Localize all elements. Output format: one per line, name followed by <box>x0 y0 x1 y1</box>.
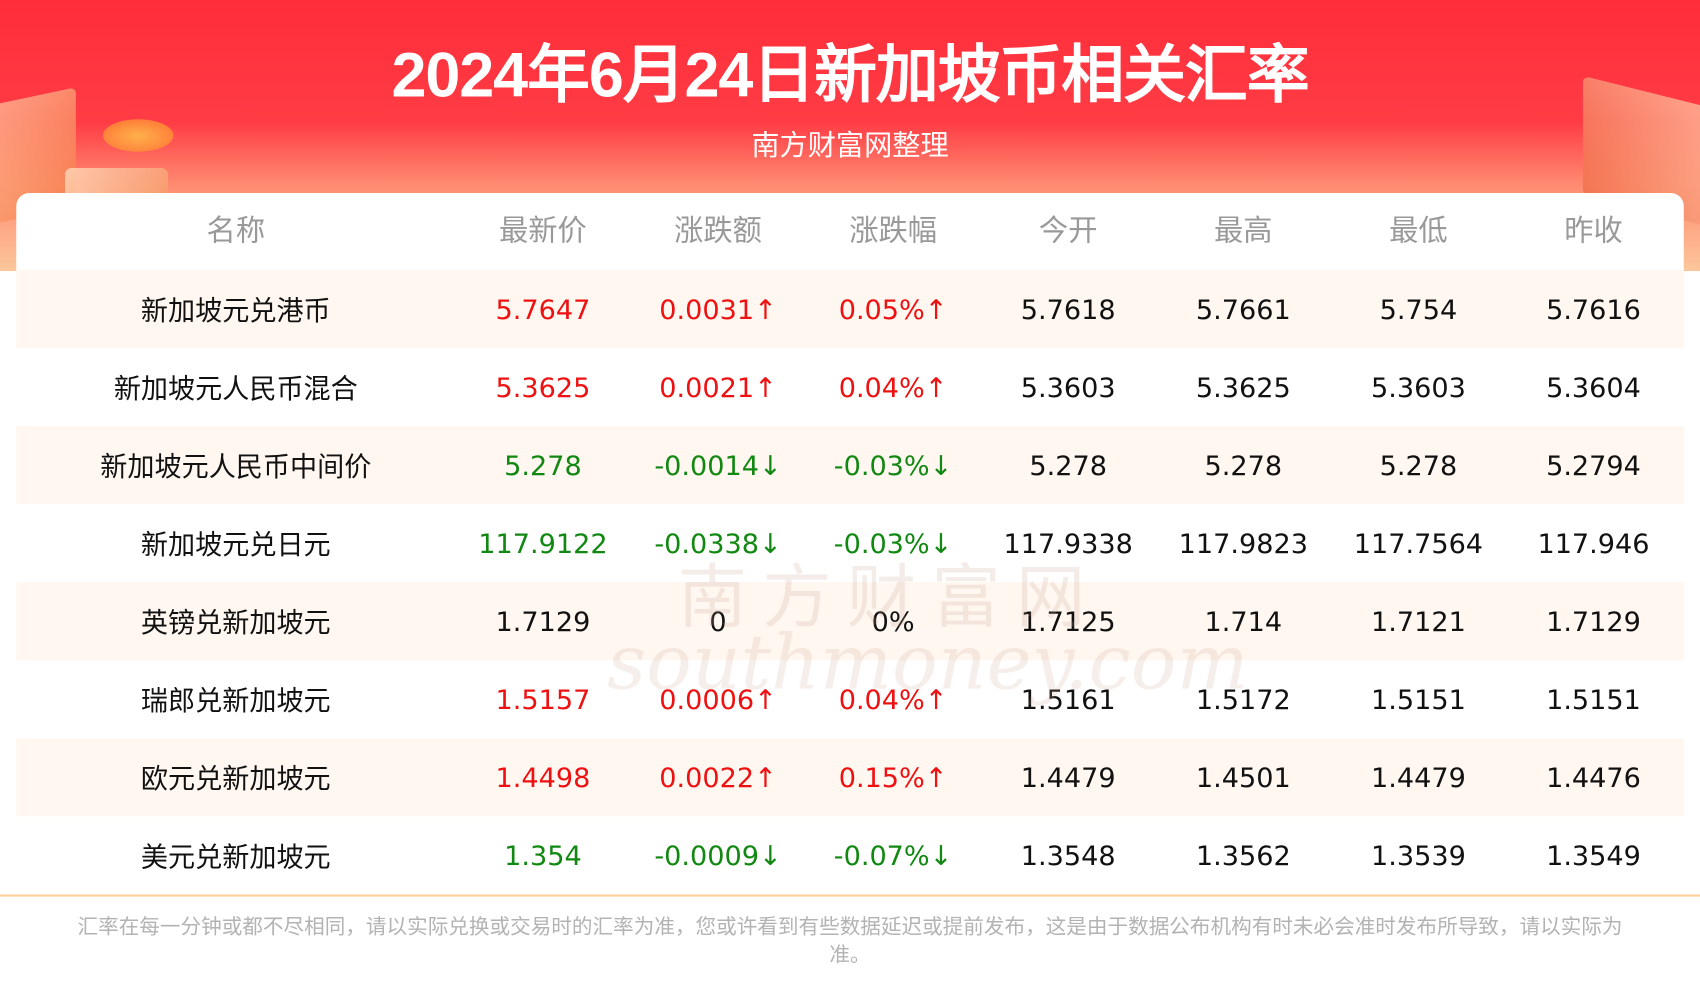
cell-low: 5.754 <box>1379 293 1458 325</box>
cell-change: 0.0022↑ <box>659 761 777 794</box>
cell-prev-close: 1.7129 <box>1546 605 1641 637</box>
cell-change: -0.0014↓ <box>654 449 782 481</box>
col-header-low: 最低 <box>1389 214 1448 248</box>
cell-name: 美元兑新加坡元 <box>140 841 331 873</box>
cell-name: 英镑兑新加坡元 <box>140 607 331 639</box>
table-row: 新加坡元人民币混合 5.3625 0.0021↑ 0.04%↑ 5.3603 5.3625… <box>16 348 1683 426</box>
cell-prev-close: 5.7616 <box>1546 293 1641 325</box>
cell-open: 1.7125 <box>1020 605 1116 637</box>
col-header-name: 名称 <box>206 214 266 248</box>
cell-high: 5.7661 <box>1195 293 1291 325</box>
table-row: 英镑兑新加坡元 1.7129 0 0% 1.7125 1.714 1.7121 1.7129 <box>16 582 1684 661</box>
table-row: 欧元兑新加坡元 1.4498 0.0022↑ 0.15%↑ 1.4479 1.4501 1.… <box>16 738 1684 817</box>
cell-low: 117.7564 <box>1353 527 1484 559</box>
cell-open: 5.278 <box>1029 449 1108 481</box>
cell-change: 0.0021↑ <box>659 371 777 403</box>
cell-latest: 1.7129 <box>495 605 591 637</box>
cell-latest: 1.5157 <box>495 683 591 716</box>
cell-low: 5.278 <box>1379 449 1458 481</box>
col-header-high: 最高 <box>1214 214 1273 248</box>
cell-low: 1.4479 <box>1370 761 1466 794</box>
cell-high: 117.9823 <box>1178 527 1308 559</box>
cell-latest: 117.9122 <box>478 527 608 559</box>
decorative-coin <box>102 119 174 152</box>
cell-open: 1.3548 <box>1020 839 1116 872</box>
col-header-change: 涨跌额 <box>674 214 762 248</box>
cell-open: 1.5161 <box>1020 683 1116 716</box>
table-row: 瑞郎兑新加坡元 1.5157 0.0006↑ 0.04%↑ 1.5161 1.5172 1.… <box>16 660 1683 738</box>
page-subtitle: 南方财富网整理 <box>751 130 949 163</box>
table-header: 名称 最新价 涨跌额 涨跌幅 今开 最高 最低 昨收 <box>16 189 1683 267</box>
cell-prev-close: 1.3549 <box>1546 839 1641 872</box>
cell-prev-close: 117.946 <box>1537 527 1650 559</box>
table-row: 新加坡元兑日元 117.9122 -0.0338↓ -0.03%↓ 117.9338 11… <box>16 504 1683 582</box>
cell-name: 瑞郎兑新加坡元 <box>140 685 331 717</box>
cell-latest: 5.278 <box>504 449 582 481</box>
cell-latest: 1.4498 <box>495 761 591 794</box>
cell-change-pct: -0.03%↓ <box>833 449 953 481</box>
col-header-open: 今开 <box>1038 214 1098 248</box>
cell-change-pct: 0.15%↑ <box>838 761 948 794</box>
cell-prev-close: 1.5151 <box>1546 683 1641 716</box>
disclaimer: 汇率在每一分钟或都不尽相同，请以实际兑换或交易时的汇率为准，您或许看到有些数据延… <box>77 915 1623 968</box>
cell-high: 5.278 <box>1204 449 1283 481</box>
watermark-cn: 南方财富网 <box>677 558 1101 639</box>
cell-change-pct: 0% <box>871 605 915 637</box>
cell-change-pct: 0.04%↑ <box>838 683 948 716</box>
col-header-latest: 最新价 <box>499 214 587 248</box>
cell-name: 新加坡元人民币混合 <box>113 372 358 405</box>
cell-change: 0.0031↑ <box>659 293 777 325</box>
cell-open: 1.4479 <box>1020 761 1116 794</box>
cell-latest: 1.354 <box>504 839 582 872</box>
cell-change: 0.0006↑ <box>659 683 777 716</box>
cell-change: -0.0009↓ <box>654 839 782 872</box>
col-header-prev-close: 昨收 <box>1564 214 1623 248</box>
footer-divider <box>0 894 1700 897</box>
cell-high: 1.4501 <box>1195 761 1291 794</box>
cell-high: 5.3625 <box>1195 371 1291 403</box>
cell-open: 5.3603 <box>1020 371 1116 403</box>
table-row: 新加坡元兑港币 5.7647 0.0031↑ 0.05%↑ 5.7618 5.7661 5.… <box>16 269 1684 349</box>
cell-low: 1.3539 <box>1370 839 1466 872</box>
cell-latest: 5.3625 <box>495 371 591 403</box>
cell-low: 1.7121 <box>1370 605 1466 637</box>
cell-prev-close: 1.4476 <box>1546 761 1641 794</box>
cell-change-pct: 0.04%↑ <box>838 371 948 403</box>
page-title: 2024年6月24日新加坡币相关汇率 <box>391 40 1309 111</box>
cell-prev-close: 5.3604 <box>1546 371 1641 403</box>
cell-name: 新加坡元兑港币 <box>140 294 331 327</box>
cell-open: 5.7618 <box>1020 293 1116 325</box>
cell-name: 新加坡元兑日元 <box>140 529 331 561</box>
cell-low: 5.3603 <box>1370 371 1466 403</box>
table-row: 美元兑新加坡元 1.354 -0.0009↓ -0.07%↓ 1.3548 1.3562 1… <box>16 816 1683 894</box>
cell-change: -0.0338↓ <box>654 527 782 559</box>
cell-high: 1.5172 <box>1195 683 1291 716</box>
cell-latest: 5.7647 <box>495 293 591 325</box>
cell-low: 1.5151 <box>1370 683 1466 716</box>
cell-change-pct: -0.07%↓ <box>833 839 953 872</box>
cell-high: 1.3562 <box>1195 839 1291 872</box>
cell-prev-close: 5.2794 <box>1546 449 1641 481</box>
cell-change-pct: -0.03%↓ <box>833 527 953 559</box>
cell-open: 117.9338 <box>1003 527 1133 559</box>
cell-name: 新加坡元人民币中间价 <box>100 451 372 483</box>
table-row: 新加坡元人民币中间价 5.278 -0.0014↓ -0.03%↓ 5.278 5.278… <box>16 426 1684 505</box>
cell-name: 欧元兑新加坡元 <box>140 763 331 795</box>
col-header-change-pct: 涨跌幅 <box>849 214 938 248</box>
cell-change-pct: 0.05%↑ <box>838 293 948 325</box>
cell-change: 0 <box>709 605 727 637</box>
cell-high: 1.714 <box>1204 605 1283 637</box>
